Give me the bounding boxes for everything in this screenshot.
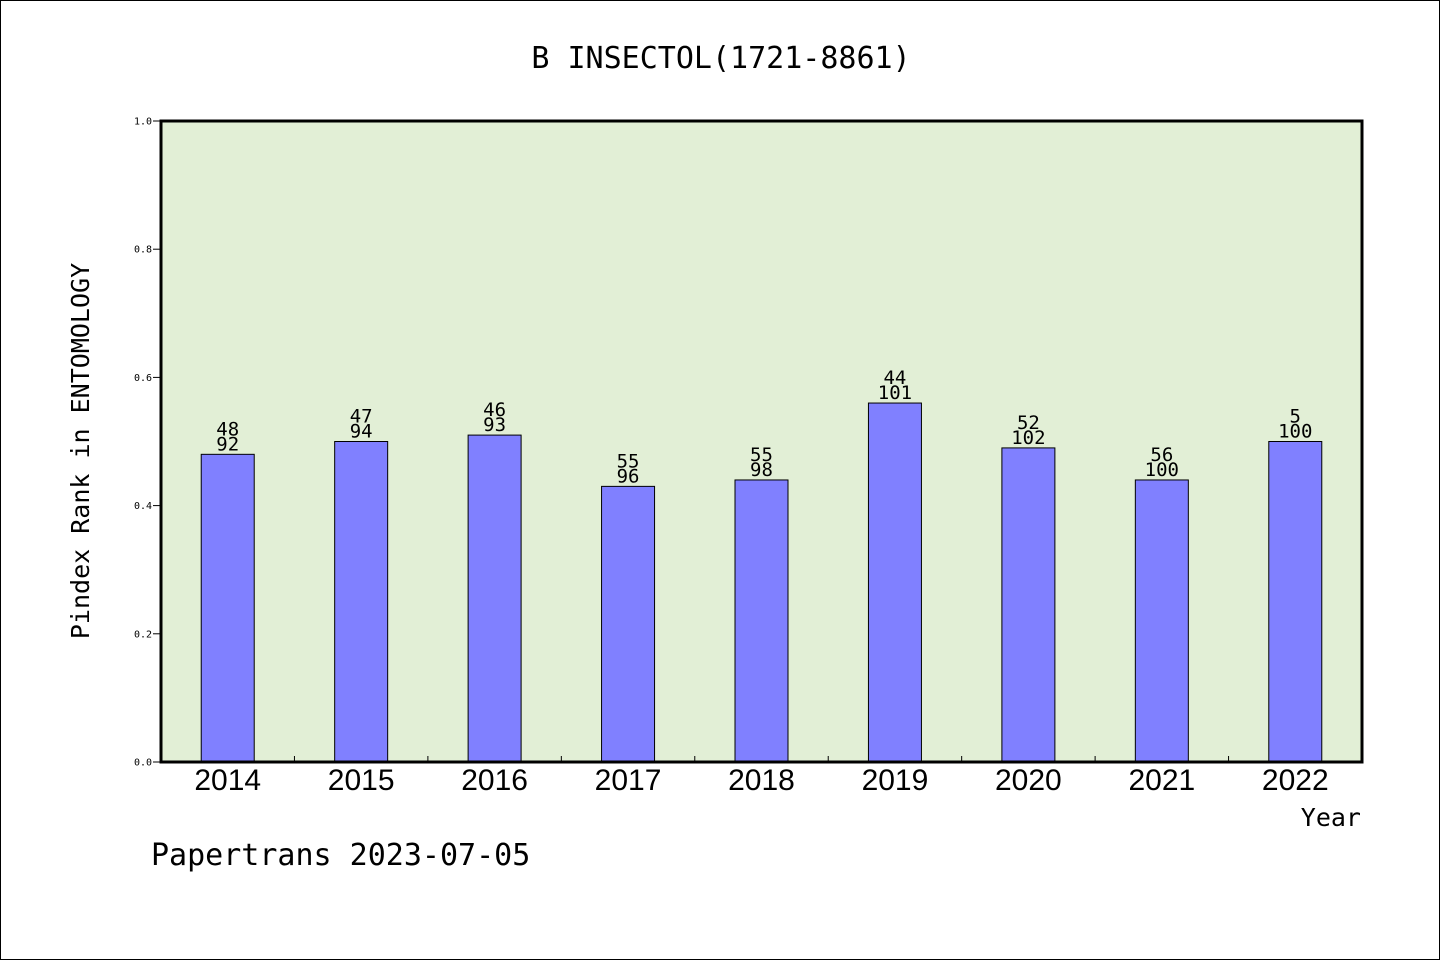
x-tick-label: 2018	[728, 764, 795, 797]
bar-rank-label: 46	[483, 399, 506, 421]
plot-border	[159, 119, 1364, 764]
bar-rank-label: 44	[883, 367, 906, 389]
bar-total-label: 101	[878, 382, 912, 404]
y-tick-label: 0.8	[134, 245, 152, 256]
bar-2017	[601, 485, 656, 763]
y-tick-label: 0.6	[134, 373, 152, 384]
credit-text: Papertrans 2023-07-05	[151, 838, 530, 873]
bar-rank-label: 55	[617, 450, 640, 472]
bar-2018	[734, 479, 789, 763]
bar-total-label: 93	[483, 414, 506, 436]
x-tick-label: 2017	[595, 764, 662, 797]
y-tick-label: 0.2	[134, 629, 152, 640]
y-tick-label: 1.0	[134, 117, 152, 128]
bar-total-label: 100	[1278, 421, 1312, 443]
bar-rank-label: 48	[216, 418, 239, 440]
bar-total-label: 94	[350, 421, 373, 443]
bar-rank-label: 52	[1017, 412, 1040, 434]
bar-total-label: 96	[617, 465, 640, 487]
bar-total-label: 98	[750, 459, 773, 481]
bar-2022	[1268, 441, 1323, 763]
y-axis-label: Pindex Rank in ENTOMOLOGY	[66, 263, 95, 639]
x-tick-label: 2016	[461, 764, 528, 797]
y-tick-label: 0.4	[134, 501, 152, 512]
bar-2016	[467, 434, 522, 763]
x-tick-label: 2020	[995, 764, 1062, 797]
bar-2014	[200, 453, 255, 763]
x-tick-label: 2022	[1262, 764, 1329, 797]
x-axis-label: Year	[1301, 803, 1361, 832]
bar-total-label: 92	[216, 433, 239, 455]
bar-2020	[1001, 447, 1056, 763]
bar-total-label: 100	[1145, 459, 1179, 481]
x-axis: 2014 2015 2016 2017 2018 2019 2020 2021 2022	[194, 756, 1329, 797]
x-tick-label: 2021	[1128, 764, 1195, 797]
chart-title: B INSECTOL(1721-8861)	[531, 41, 910, 76]
bar-rank-label: 47	[350, 406, 373, 428]
bar-2021	[1134, 479, 1189, 763]
bar-2015	[334, 441, 389, 763]
x-tick-label: 2014	[194, 764, 261, 797]
y-axis: 0.0 0.2 0.4 0.6 0.8 1.0	[134, 117, 161, 769]
y-tick-label: 0.0	[134, 758, 152, 769]
x-tick-label: 2015	[328, 764, 395, 797]
bar-total-label: 102	[1011, 427, 1045, 449]
bar-rank-label: 56	[1150, 444, 1173, 466]
bar-2019	[867, 402, 922, 763]
x-tick-label: 2019	[862, 764, 929, 797]
bar-rank-label: 5	[1290, 406, 1301, 428]
bar-rank-label: 55	[750, 444, 773, 466]
